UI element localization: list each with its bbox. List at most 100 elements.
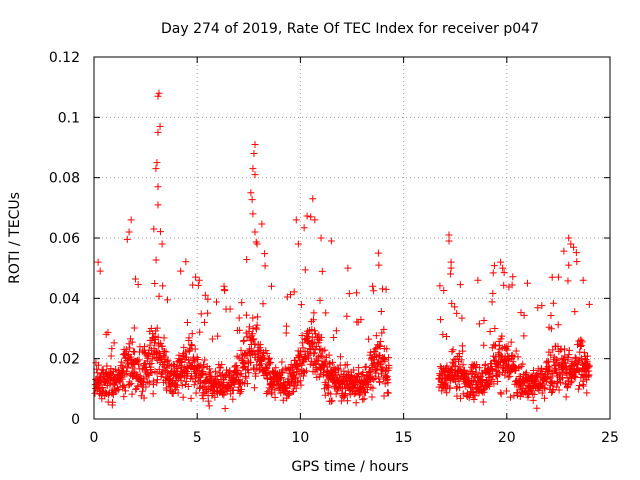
data-point <box>120 393 128 401</box>
data-point <box>466 380 474 388</box>
data-point <box>160 334 168 342</box>
data-point <box>152 165 160 173</box>
data-point <box>310 309 318 317</box>
data-point <box>533 404 541 412</box>
data-point <box>440 287 448 295</box>
data-point <box>177 377 185 385</box>
data-point <box>456 384 464 392</box>
data-point <box>447 258 455 266</box>
data-point <box>182 377 190 385</box>
data-point <box>443 362 451 370</box>
data-point <box>182 348 190 356</box>
data-point <box>555 386 563 394</box>
data-point <box>459 347 467 355</box>
data-point <box>329 358 337 366</box>
data-point <box>278 358 286 366</box>
data-point <box>296 377 304 385</box>
data-point <box>234 367 242 375</box>
data-point <box>119 362 127 370</box>
data-point <box>220 282 228 290</box>
data-point <box>208 335 216 343</box>
data-point <box>372 369 380 377</box>
data-point <box>195 362 203 370</box>
data-point <box>473 360 481 368</box>
data-point <box>549 346 557 354</box>
data-point <box>117 358 125 366</box>
data-point <box>529 367 537 375</box>
data-point <box>343 361 351 369</box>
data-point <box>216 364 224 372</box>
data-point <box>123 235 131 243</box>
data-point <box>110 339 118 347</box>
data-point <box>328 397 336 405</box>
data-point <box>365 335 373 343</box>
data-point <box>451 362 459 370</box>
data-point <box>96 267 104 275</box>
data-point <box>547 351 555 359</box>
data-point <box>345 290 353 298</box>
data-point <box>499 264 507 272</box>
data-point <box>375 373 383 381</box>
data-point <box>138 387 146 395</box>
data-point <box>264 388 272 396</box>
data-point <box>207 368 215 376</box>
data-point <box>456 281 464 289</box>
data-point <box>163 296 171 304</box>
data-point <box>249 210 257 218</box>
data-point <box>585 300 593 308</box>
data-point <box>530 390 538 398</box>
data-point <box>548 388 556 396</box>
data-point <box>158 240 166 248</box>
data-point <box>459 361 467 369</box>
data-point <box>250 150 258 158</box>
data-point <box>578 338 586 346</box>
data-point <box>195 276 203 284</box>
data-point <box>127 216 135 224</box>
data-point <box>565 261 573 269</box>
data-point <box>282 322 290 330</box>
y-tick-labels: 0 0.02 0.04 0.06 0.08 0.1 0.12 <box>49 50 80 428</box>
grid-lines <box>94 57 610 419</box>
data-point <box>212 367 220 375</box>
data-point <box>163 386 171 394</box>
data-point <box>374 249 382 257</box>
data-point <box>359 396 367 404</box>
data-point <box>523 279 531 287</box>
x-tick-label: 25 <box>601 430 619 446</box>
data-point <box>472 368 480 376</box>
data-point <box>567 240 575 248</box>
data-point <box>226 305 234 313</box>
data-point <box>249 165 257 173</box>
data-point <box>367 348 375 356</box>
data-point <box>538 389 546 397</box>
data-point <box>301 368 309 376</box>
data-point <box>585 371 593 379</box>
data-point <box>305 351 313 359</box>
data-point <box>514 353 522 361</box>
data-point <box>251 140 259 148</box>
data-point <box>182 258 190 266</box>
data-point <box>263 389 271 397</box>
data-point <box>155 292 163 300</box>
data-point <box>310 349 318 357</box>
data-point <box>455 352 463 360</box>
data-point <box>240 337 248 345</box>
data-point <box>263 349 271 357</box>
data-point <box>378 370 386 378</box>
data-point <box>321 358 329 366</box>
data-point <box>233 352 241 360</box>
y-tick-label: 0 <box>71 412 80 428</box>
data-point <box>297 301 305 309</box>
data-points <box>91 89 593 412</box>
data-point <box>266 360 274 368</box>
data-point <box>448 299 456 307</box>
data-point <box>362 363 370 371</box>
data-point <box>520 311 528 319</box>
data-point <box>155 365 163 373</box>
chart-title: Day 274 of 2019, Rate Of TEC Index for r… <box>161 21 539 37</box>
data-point <box>321 346 329 354</box>
data-point <box>201 291 209 299</box>
data-point <box>468 384 476 392</box>
y-axis-label: ROTI / TECUs <box>7 192 23 284</box>
data-point <box>131 369 139 377</box>
